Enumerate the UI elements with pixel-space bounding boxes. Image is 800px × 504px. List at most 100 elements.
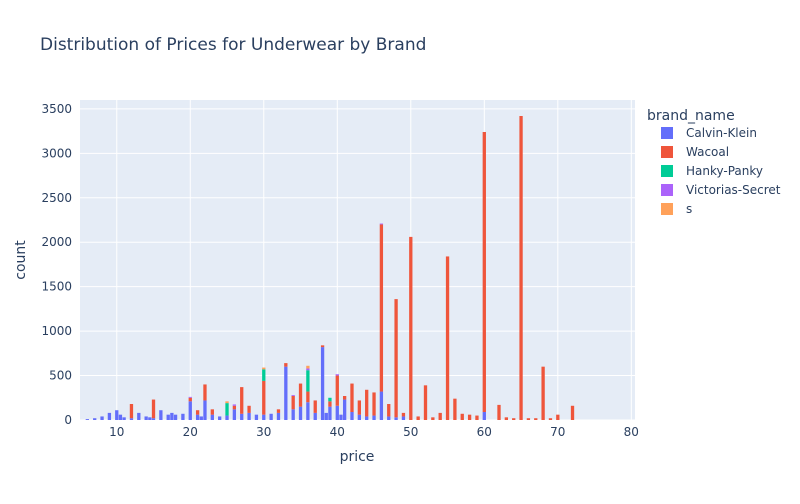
x-tick-label: 40: [330, 425, 345, 439]
histogram-bar: [328, 406, 332, 420]
histogram-bar: [115, 410, 119, 420]
histogram-bar: [512, 418, 516, 420]
histogram-bar: [482, 412, 486, 420]
histogram-bar: [387, 416, 391, 420]
histogram-bar: [350, 383, 354, 412]
histogram-bar: [262, 367, 266, 370]
histogram-bar: [504, 417, 509, 420]
legend-item[interactable]: Calvin-Klein: [661, 126, 757, 140]
y-tick-label: 2000: [41, 235, 72, 249]
legend[interactable]: brand_name Calvin-Klein Wacoal Hanky-Panky…: [647, 108, 781, 216]
histogram-bar: [556, 414, 560, 420]
histogram-bar: [379, 391, 384, 420]
histogram-bar: [482, 132, 486, 412]
x-tick-label: 80: [624, 425, 639, 439]
histogram-bar: [107, 412, 112, 420]
histogram-bar: [225, 401, 229, 404]
histogram-bar: [475, 415, 479, 420]
histogram-bar: [210, 414, 214, 420]
histogram-bar: [306, 368, 310, 371]
histogram-bar: [379, 224, 384, 392]
legend-item[interactable]: Hanky-Panky: [661, 164, 763, 178]
histogram-bar: [467, 414, 472, 420]
chart-title: Distribution of Prices for Underwear by …: [40, 35, 426, 55]
legend-title: brand_name: [647, 108, 735, 124]
histogram-bar: [85, 419, 90, 420]
x-tick-label: 60: [477, 425, 492, 439]
legend-item[interactable]: Wacoal: [661, 145, 729, 159]
histogram-bar: [497, 404, 501, 420]
histogram-bar: [199, 416, 203, 420]
histogram-bar: [534, 418, 538, 420]
histogram-bar: [379, 223, 384, 225]
histogram-bar: [181, 413, 185, 420]
histogram-bar: [210, 409, 214, 415]
histogram-bar: [240, 387, 244, 414]
histogram-bar: [306, 402, 310, 420]
histogram-bar: [129, 404, 134, 419]
legend-swatch: [661, 127, 673, 139]
y-tick-label: 0: [64, 413, 72, 427]
histogram-bar: [291, 396, 295, 410]
histogram-bar: [148, 417, 152, 420]
histogram-bar: [284, 366, 288, 420]
x-tick-label: 20: [183, 425, 198, 439]
y-tick-label: 500: [49, 369, 72, 383]
legend-item[interactable]: s: [661, 202, 692, 216]
histogram-bar: [188, 396, 192, 398]
histogram-bar: [365, 416, 369, 420]
histogram-bar: [93, 418, 97, 420]
histogram-bar: [409, 236, 413, 420]
y-tick-label: 3000: [41, 146, 72, 160]
x-tick-label: 30: [256, 425, 271, 439]
histogram-bar: [284, 363, 288, 367]
histogram-bar: [262, 369, 266, 381]
histogram-bar: [320, 345, 325, 348]
histogram-bar: [423, 385, 428, 420]
plot-background: [80, 100, 635, 420]
histogram-bar: [151, 399, 156, 419]
histogram-bar: [218, 416, 222, 420]
histogram-bar: [118, 414, 123, 420]
histogram-bar: [269, 413, 273, 420]
histogram-bar: [342, 396, 347, 400]
legend-item[interactable]: Victorias-Secret: [661, 183, 781, 197]
histogram-bar: [247, 405, 251, 413]
histogram-bar: [401, 416, 406, 420]
histogram-bar: [232, 404, 237, 406]
histogram-bar: [254, 414, 259, 420]
y-tick-label: 1000: [41, 324, 72, 338]
x-tick-label: 50: [403, 425, 418, 439]
legend-label: Wacoal: [686, 145, 729, 159]
histogram-bar: [203, 400, 207, 420]
histogram-bar: [203, 384, 207, 401]
histogram-bar: [387, 404, 391, 417]
histogram-bar: [445, 256, 450, 420]
histogram-bar: [159, 410, 163, 420]
histogram-bar: [188, 401, 192, 420]
histogram-bar: [137, 412, 141, 420]
histogram-bar: [262, 380, 266, 415]
histogram-bar: [519, 116, 523, 420]
histogram-bar: [262, 414, 266, 420]
histogram-bar: [548, 418, 553, 420]
histogram-bar: [291, 395, 295, 396]
histogram-bar: [306, 391, 310, 403]
histogram-bar: [401, 412, 406, 417]
histogram-bar: [129, 418, 134, 420]
histogram-bar: [170, 412, 174, 420]
histogram-bar: [247, 412, 251, 420]
legend-label: Calvin-Klein: [686, 126, 757, 140]
histogram-bar: [324, 412, 328, 420]
histogram-bar: [306, 365, 310, 369]
histogram-bar: [438, 412, 442, 420]
histogram-bar: [225, 403, 229, 416]
histogram-bar: [342, 399, 347, 420]
histogram-bar: [276, 409, 281, 413]
x-tick-label: 10: [109, 425, 124, 439]
histogram-bar: [365, 389, 369, 417]
histogram-bar: [298, 383, 303, 407]
histogram-bar: [350, 412, 354, 420]
histogram-bar: [291, 409, 295, 420]
